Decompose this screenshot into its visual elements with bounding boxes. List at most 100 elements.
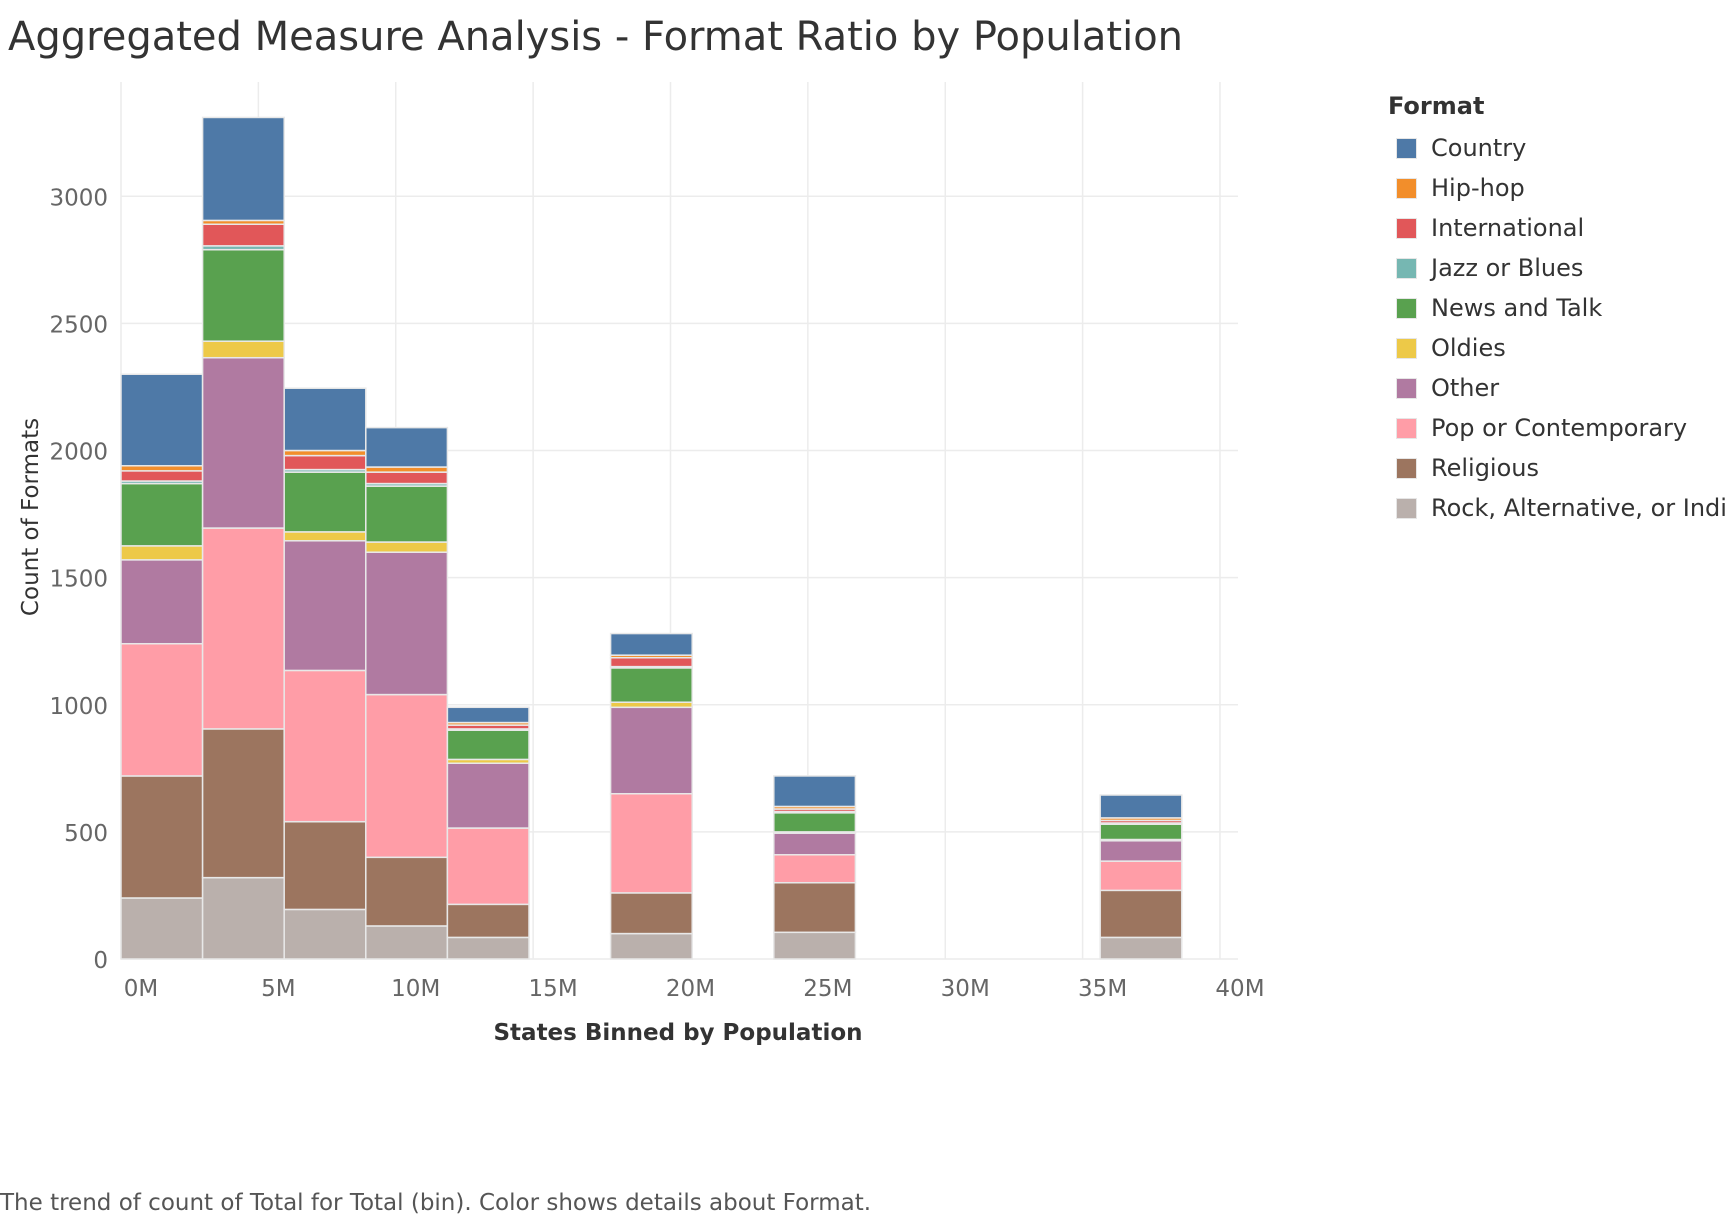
legend-label: Other xyxy=(1431,374,1500,402)
legend-item[interactable]: Pop or Contemporary xyxy=(1388,408,1726,448)
legend-label: International xyxy=(1431,214,1585,242)
bar-segment xyxy=(120,559,204,645)
legend-item[interactable]: Rock, Alternative, or Indie xyxy=(1388,488,1726,528)
legend-swatch xyxy=(1396,257,1417,279)
x-tick-label: 15M xyxy=(529,976,578,1002)
legend-swatch xyxy=(1396,217,1417,239)
x-tick-label: 10M xyxy=(391,976,440,1002)
bar-segment xyxy=(773,832,857,856)
bar-segment xyxy=(609,701,693,709)
bar-segment xyxy=(365,856,449,927)
bar-segment xyxy=(773,854,857,884)
x-tick-label: 30M xyxy=(941,976,990,1002)
legend-swatch xyxy=(1396,137,1417,159)
legend-swatch xyxy=(1396,417,1417,439)
bar-segment xyxy=(365,471,449,485)
legend-items: Country Hip-hop International Jazz or Blues… xyxy=(1388,128,1726,528)
bar-segment xyxy=(609,667,693,703)
legend-swatch xyxy=(1396,497,1417,519)
bar-segment xyxy=(1099,823,1183,841)
bar-segment xyxy=(283,540,367,672)
y-tick-label: 1000 xyxy=(49,694,108,720)
bar-segment xyxy=(283,471,367,533)
bar-segment xyxy=(446,762,530,829)
bar-segment xyxy=(365,485,449,543)
bar-segment xyxy=(120,545,204,561)
bar-segment xyxy=(201,340,285,359)
legend-item[interactable]: Hip-hop xyxy=(1388,168,1726,208)
legend-item[interactable]: Other xyxy=(1388,368,1726,408)
bar-segment xyxy=(283,669,367,823)
legend-item[interactable]: Country xyxy=(1388,128,1726,168)
y-tick-label: 500 xyxy=(64,821,108,847)
bar-segment xyxy=(609,632,693,656)
bar-segment xyxy=(609,792,693,894)
legend-item[interactable]: Religious xyxy=(1388,448,1726,488)
bar-segment xyxy=(446,903,530,939)
bar-segment xyxy=(120,482,204,547)
bar-segment xyxy=(283,531,367,542)
bar-segment xyxy=(609,932,693,960)
bar-segment xyxy=(773,931,857,960)
y-tick-label: 2500 xyxy=(49,312,108,338)
bar-segment xyxy=(120,897,204,960)
legend-label: Country xyxy=(1431,134,1527,162)
bar-segment xyxy=(365,925,449,960)
x-tick-label: 40M xyxy=(1215,976,1264,1002)
bar-segment xyxy=(120,775,204,899)
bar-segment xyxy=(1099,794,1183,819)
x-tick-label: 20M xyxy=(666,976,715,1002)
bar-segment xyxy=(773,812,857,833)
legend-swatch xyxy=(1396,297,1417,319)
y-tick-label: 0 xyxy=(93,948,108,974)
bar-segment xyxy=(1099,936,1183,960)
legend-item[interactable]: Oldies xyxy=(1388,328,1726,368)
legend-item[interactable]: News and Talk xyxy=(1388,288,1726,328)
bar-segment xyxy=(283,820,367,911)
bar-segment xyxy=(283,454,367,471)
bar-segment xyxy=(1099,840,1183,862)
legend-label: News and Talk xyxy=(1431,294,1603,322)
legend-swatch xyxy=(1396,377,1417,399)
bar-segment xyxy=(365,693,449,859)
bar-segment xyxy=(446,936,530,960)
bar-segment xyxy=(201,728,285,879)
y-tick-label: 2000 xyxy=(49,440,108,466)
x-tick-label: 5M xyxy=(261,976,295,1002)
bar-segment xyxy=(365,426,449,468)
bar-segment xyxy=(201,116,285,222)
bar-segment xyxy=(201,223,285,247)
bar-segment xyxy=(120,470,204,482)
bar-segment xyxy=(773,881,857,934)
bar-segment xyxy=(365,541,449,553)
legend-swatch xyxy=(1396,457,1417,479)
bar-segment xyxy=(1099,889,1183,939)
bar-segment xyxy=(283,449,367,457)
bar-segment xyxy=(201,527,285,730)
bar-segment xyxy=(120,373,204,467)
bar-segment xyxy=(365,551,449,696)
bar-segment xyxy=(1099,860,1183,892)
legend-label: Rock, Alternative, or Indie xyxy=(1431,494,1726,522)
legend-item[interactable]: Jazz or Blues xyxy=(1388,248,1726,288)
x-tick-label: 35M xyxy=(1078,976,1127,1002)
bar-segment xyxy=(201,248,285,342)
legend-item[interactable]: International xyxy=(1388,208,1726,248)
legend-label: Hip-hop xyxy=(1431,174,1525,202)
legend-title: Format xyxy=(1388,92,1485,120)
x-tick-label: 0M xyxy=(124,976,158,1002)
bar-segment xyxy=(283,387,367,452)
y-tick-label: 1500 xyxy=(49,567,108,593)
x-tick-label: 25M xyxy=(803,976,852,1002)
bar-segment xyxy=(609,706,693,795)
bar-segment xyxy=(365,466,449,473)
bar-segment xyxy=(201,356,285,529)
y-tick-label: 3000 xyxy=(49,185,108,211)
legend-label: Oldies xyxy=(1431,334,1506,362)
bar-segment xyxy=(446,729,530,761)
bar-segment xyxy=(773,775,857,808)
legend-label: Pop or Contemporary xyxy=(1431,414,1688,442)
bar-segment xyxy=(609,656,693,668)
bar-segment xyxy=(446,827,530,906)
